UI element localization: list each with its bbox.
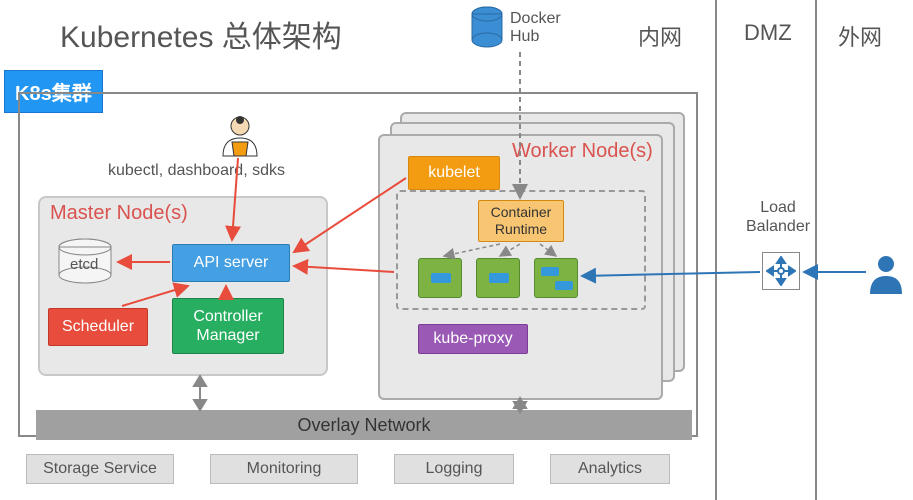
client-tools-label: kubectl, dashboard, sdks [108, 162, 285, 180]
scheduler-box: Scheduler [48, 308, 148, 346]
worker-title: Worker Node(s) [512, 140, 653, 163]
overlay-network-box: Overlay Network [36, 410, 692, 440]
monitoring-label: Monitoring [247, 460, 322, 478]
storage-label: Storage Service [43, 460, 157, 478]
pod-2 [476, 258, 520, 298]
external-user-icon [868, 254, 904, 294]
load-balancer-label: Load Balander [746, 198, 810, 236]
etcd-label: etcd [70, 256, 98, 273]
zone-intranet: 内网 [638, 20, 682, 52]
pod-1 [418, 258, 462, 298]
monitoring-box: Monitoring [210, 454, 358, 484]
logging-box: Logging [394, 454, 514, 484]
zone-line-1 [715, 0, 717, 500]
master-title: Master Node(s) [50, 202, 188, 225]
kubelet-box: kubelet [408, 156, 500, 190]
logging-label: Logging [426, 460, 483, 478]
docker-hub: Docker Hub [470, 6, 561, 50]
analytics-label: Analytics [578, 460, 642, 478]
admin-user-icon [220, 114, 260, 158]
analytics-box: Analytics [550, 454, 670, 484]
load-balancer-icon [766, 256, 796, 286]
kubelet-label: kubelet [428, 163, 480, 182]
api-server-box: API server [172, 244, 290, 282]
api-server-label: API server [194, 253, 269, 272]
controller-manager-box: Controller Manager [172, 298, 284, 354]
container-runtime-box: Container Runtime [478, 200, 564, 242]
zone-extranet: 外网 [838, 20, 882, 52]
overlay-label: Overlay Network [297, 415, 430, 436]
controller-label: Controller Manager [193, 307, 262, 345]
scheduler-label: Scheduler [62, 317, 134, 336]
load-balancer-box [762, 252, 800, 290]
kubeproxy-label: kube-proxy [433, 329, 512, 348]
kube-proxy-box: kube-proxy [418, 324, 528, 354]
zone-line-2 [815, 0, 817, 500]
storage-service-box: Storage Service [26, 454, 174, 484]
runtime-label: Container Runtime [491, 204, 552, 238]
zone-dmz: DMZ [744, 20, 792, 46]
pod-3 [534, 258, 578, 298]
database-icon [470, 6, 504, 50]
docker-hub-label: Docker Hub [510, 10, 561, 45]
page-title: Kubernetes 总体架构 [60, 12, 342, 56]
